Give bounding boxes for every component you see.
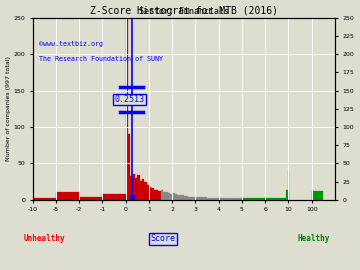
Bar — [154, 190, 156, 200]
Bar — [179, 195, 181, 200]
Bar — [130, 176, 133, 200]
Bar — [189, 197, 191, 200]
Bar — [195, 197, 207, 200]
Bar — [56, 193, 79, 200]
Bar — [142, 179, 144, 200]
Bar — [133, 174, 135, 200]
Bar — [167, 193, 170, 200]
Bar — [103, 194, 126, 200]
Bar — [126, 18, 128, 200]
Bar — [135, 178, 137, 200]
Bar — [172, 193, 175, 200]
Text: Score: Score — [150, 234, 175, 243]
Y-axis label: Number of companies (997 total): Number of companies (997 total) — [5, 56, 10, 161]
Bar — [312, 191, 323, 200]
Bar — [33, 198, 56, 200]
Bar — [268, 198, 271, 200]
Bar — [277, 198, 280, 200]
Bar — [158, 191, 161, 200]
Bar — [280, 198, 283, 200]
Text: 0.2513: 0.2513 — [115, 95, 145, 104]
Bar — [163, 192, 165, 200]
Bar — [274, 198, 277, 200]
Text: Sector: Financials: Sector: Financials — [139, 7, 229, 16]
Bar — [128, 134, 130, 200]
Bar — [175, 194, 177, 200]
Bar — [285, 190, 288, 200]
Bar — [219, 198, 230, 200]
Bar — [271, 198, 274, 200]
Bar — [207, 198, 219, 200]
Bar — [177, 195, 179, 200]
Bar — [149, 187, 151, 200]
Bar — [147, 185, 149, 200]
Text: ©www.textbiz.org: ©www.textbiz.org — [39, 41, 103, 47]
Bar — [191, 197, 193, 200]
Text: Unhealthy: Unhealthy — [24, 234, 66, 243]
Bar — [170, 194, 172, 200]
Bar — [283, 198, 285, 200]
Bar — [156, 190, 158, 200]
Bar — [144, 182, 147, 200]
Text: Healthy: Healthy — [298, 234, 330, 243]
Bar — [165, 193, 167, 200]
Bar — [140, 181, 142, 200]
Bar — [184, 196, 186, 200]
Bar — [186, 196, 189, 200]
Bar — [137, 175, 140, 200]
Bar — [181, 195, 184, 200]
Title: Z-Score Histogram for MTB (2016): Z-Score Histogram for MTB (2016) — [90, 6, 278, 16]
Bar — [193, 197, 195, 200]
Bar — [253, 198, 265, 200]
Bar — [230, 198, 242, 200]
Bar — [265, 198, 268, 200]
Bar — [161, 190, 163, 200]
Bar — [242, 198, 253, 200]
Bar — [79, 197, 103, 200]
Text: The Research Foundation of SUNY: The Research Foundation of SUNY — [39, 56, 163, 62]
Bar — [151, 188, 154, 200]
